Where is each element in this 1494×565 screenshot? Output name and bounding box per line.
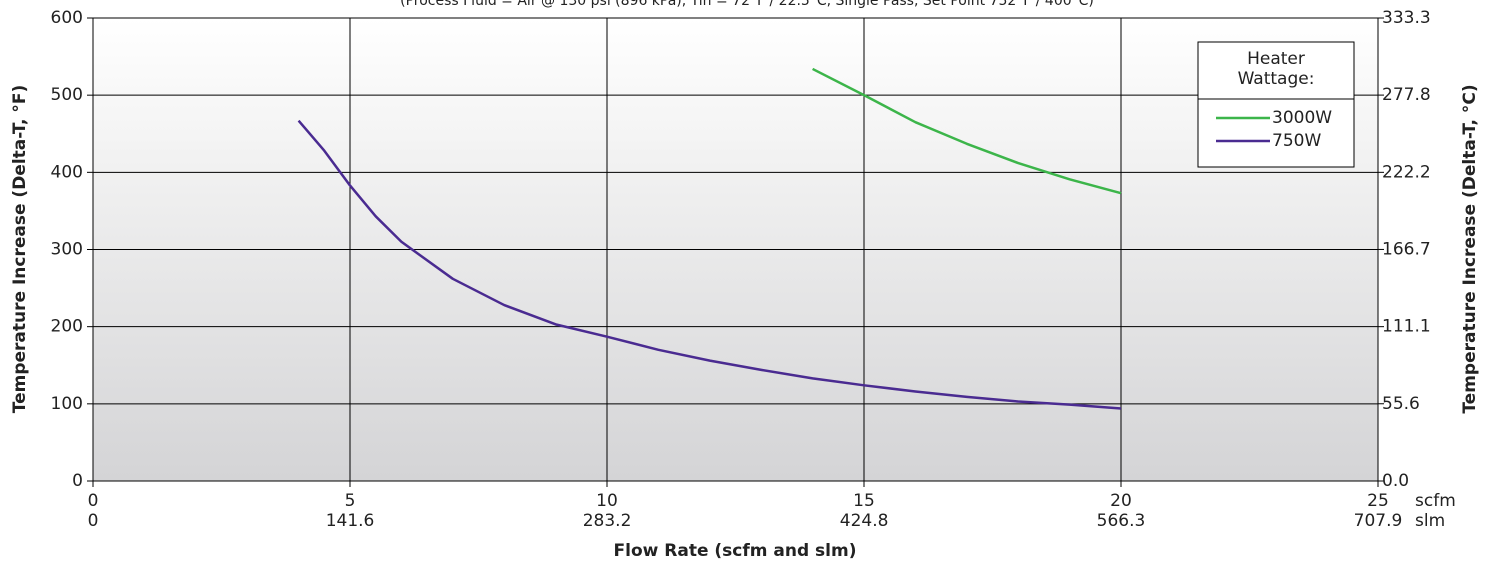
y2-tick-label: 222.2 bbox=[1382, 162, 1431, 182]
legend-title: Heater bbox=[1247, 49, 1305, 69]
y-tick-label: 600 bbox=[51, 8, 83, 28]
y2-tick-label: 277.8 bbox=[1382, 85, 1431, 105]
y2-axis-label: Temperature Increase (Delta-T, °C) bbox=[1460, 84, 1480, 413]
y-tick-label: 200 bbox=[51, 317, 83, 337]
y-tick-label: 100 bbox=[51, 394, 83, 414]
x2-tick-label: 707.9 bbox=[1354, 511, 1403, 531]
x-tick-label: 20 bbox=[1110, 491, 1132, 511]
y-axis-label: Temperature Increase (Delta-T, °F) bbox=[10, 85, 30, 413]
y-tick-label: 300 bbox=[51, 240, 83, 260]
x2-tick-label: 141.6 bbox=[326, 511, 375, 531]
legend-label: 750W bbox=[1272, 131, 1321, 151]
y2-tick-label: 166.7 bbox=[1382, 239, 1431, 259]
x-tick-label: 15 bbox=[853, 491, 875, 511]
series-line bbox=[812, 67, 1122, 195]
y-tick-label: 400 bbox=[51, 162, 83, 182]
x-tick-label: 10 bbox=[596, 491, 618, 511]
x-tick-label: 0 bbox=[88, 491, 99, 511]
x2-unit: slm bbox=[1415, 511, 1445, 531]
x2-tick-label: 566.3 bbox=[1097, 511, 1146, 531]
y2-tick-label: 0.0 bbox=[1382, 471, 1409, 491]
y2-tick-label: 333.3 bbox=[1382, 8, 1431, 28]
y-tick-label: 500 bbox=[51, 85, 83, 105]
x2-tick-label: 424.8 bbox=[840, 511, 889, 531]
y2-tick-label: 55.6 bbox=[1382, 394, 1420, 414]
x2-tick-label: 283.2 bbox=[583, 511, 632, 531]
legend-box bbox=[1197, 41, 1355, 168]
chart-subtitle: (Process Fluid = Air @ 130 psi (896 kPa)… bbox=[400, 0, 1094, 9]
x2-tick-label: 0 bbox=[88, 511, 99, 531]
series-line bbox=[297, 119, 1122, 410]
y-tick-label: 0 bbox=[72, 471, 83, 491]
y2-tick-label: 111.1 bbox=[1382, 317, 1431, 337]
plot-border bbox=[92, 17, 1379, 482]
legend-title: Wattage: bbox=[1238, 69, 1315, 89]
legend-label: 3000W bbox=[1272, 108, 1332, 128]
x-tick-label: 5 bbox=[345, 491, 356, 511]
x-unit: scfm bbox=[1415, 491, 1456, 511]
x-axis-label: Flow Rate (scfm and slm) bbox=[614, 541, 857, 561]
x-tick-label: 25 bbox=[1367, 491, 1389, 511]
